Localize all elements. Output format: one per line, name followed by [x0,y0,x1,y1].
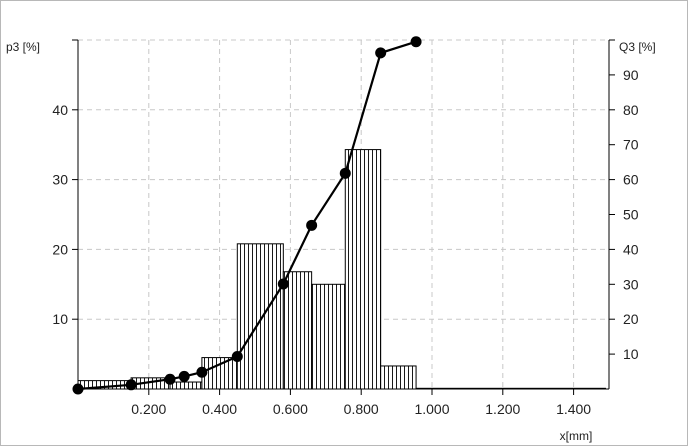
y-right-tick-label: 70 [623,137,639,153]
y-right-tick-label: 80 [623,102,639,118]
x-axis-label: x[mm] [560,429,593,443]
y-left-axis-label: p3 [%] [6,40,40,54]
y-right-tick-label: 20 [623,311,639,327]
y-left-tick-label: 40 [52,102,68,118]
cumulative-point [339,167,351,179]
cumulative-curve [72,36,422,395]
cumulative-point [178,370,190,382]
y-left-tick-label: 10 [52,311,68,327]
y-right-tick-label: 50 [623,207,639,223]
y-left-tick-label: 30 [52,172,68,188]
cumulative-point [277,278,289,290]
histogram-bar [380,365,417,390]
cumulative-point [306,219,318,231]
histogram-bar [236,243,284,390]
cumulative-point [72,383,84,395]
y-right-axis-label: Q3 [%] [619,40,656,54]
cumulative-point [375,47,387,59]
y-right-tick-label: 10 [623,346,639,362]
histogram-bar [311,283,346,390]
x-tick-label: 1.400 [556,401,591,417]
cumulative-point [196,366,208,378]
histogram-bar [344,149,382,390]
cumulative-point [164,373,176,385]
x-tick-label: 1.200 [485,401,520,417]
y-left-tick-label: 20 [52,241,68,257]
cumulative-point [125,379,137,391]
cumulative-point [410,36,422,48]
histogram-bar [282,271,313,390]
x-tick-label: 1.000 [414,401,449,417]
x-tick-label: 0.800 [344,401,379,417]
histogram-bar [169,381,203,390]
y-right-tick-label: 30 [623,276,639,292]
histogram-bars [77,149,606,390]
y-right-tick-label: 60 [623,172,639,188]
x-tick-label: 0.400 [202,401,237,417]
y-right-tick-label: 40 [623,241,639,257]
cumulative-point [231,351,243,363]
y-right-tick-label: 90 [623,67,639,83]
x-tick-label: 0.200 [131,401,166,417]
axes [72,39,615,395]
x-tick-label: 0.600 [273,401,308,417]
tick-labels: 0.200 0.400 0.600 0.800 1.000 1.200 1.400 10 20 3… [52,67,638,417]
